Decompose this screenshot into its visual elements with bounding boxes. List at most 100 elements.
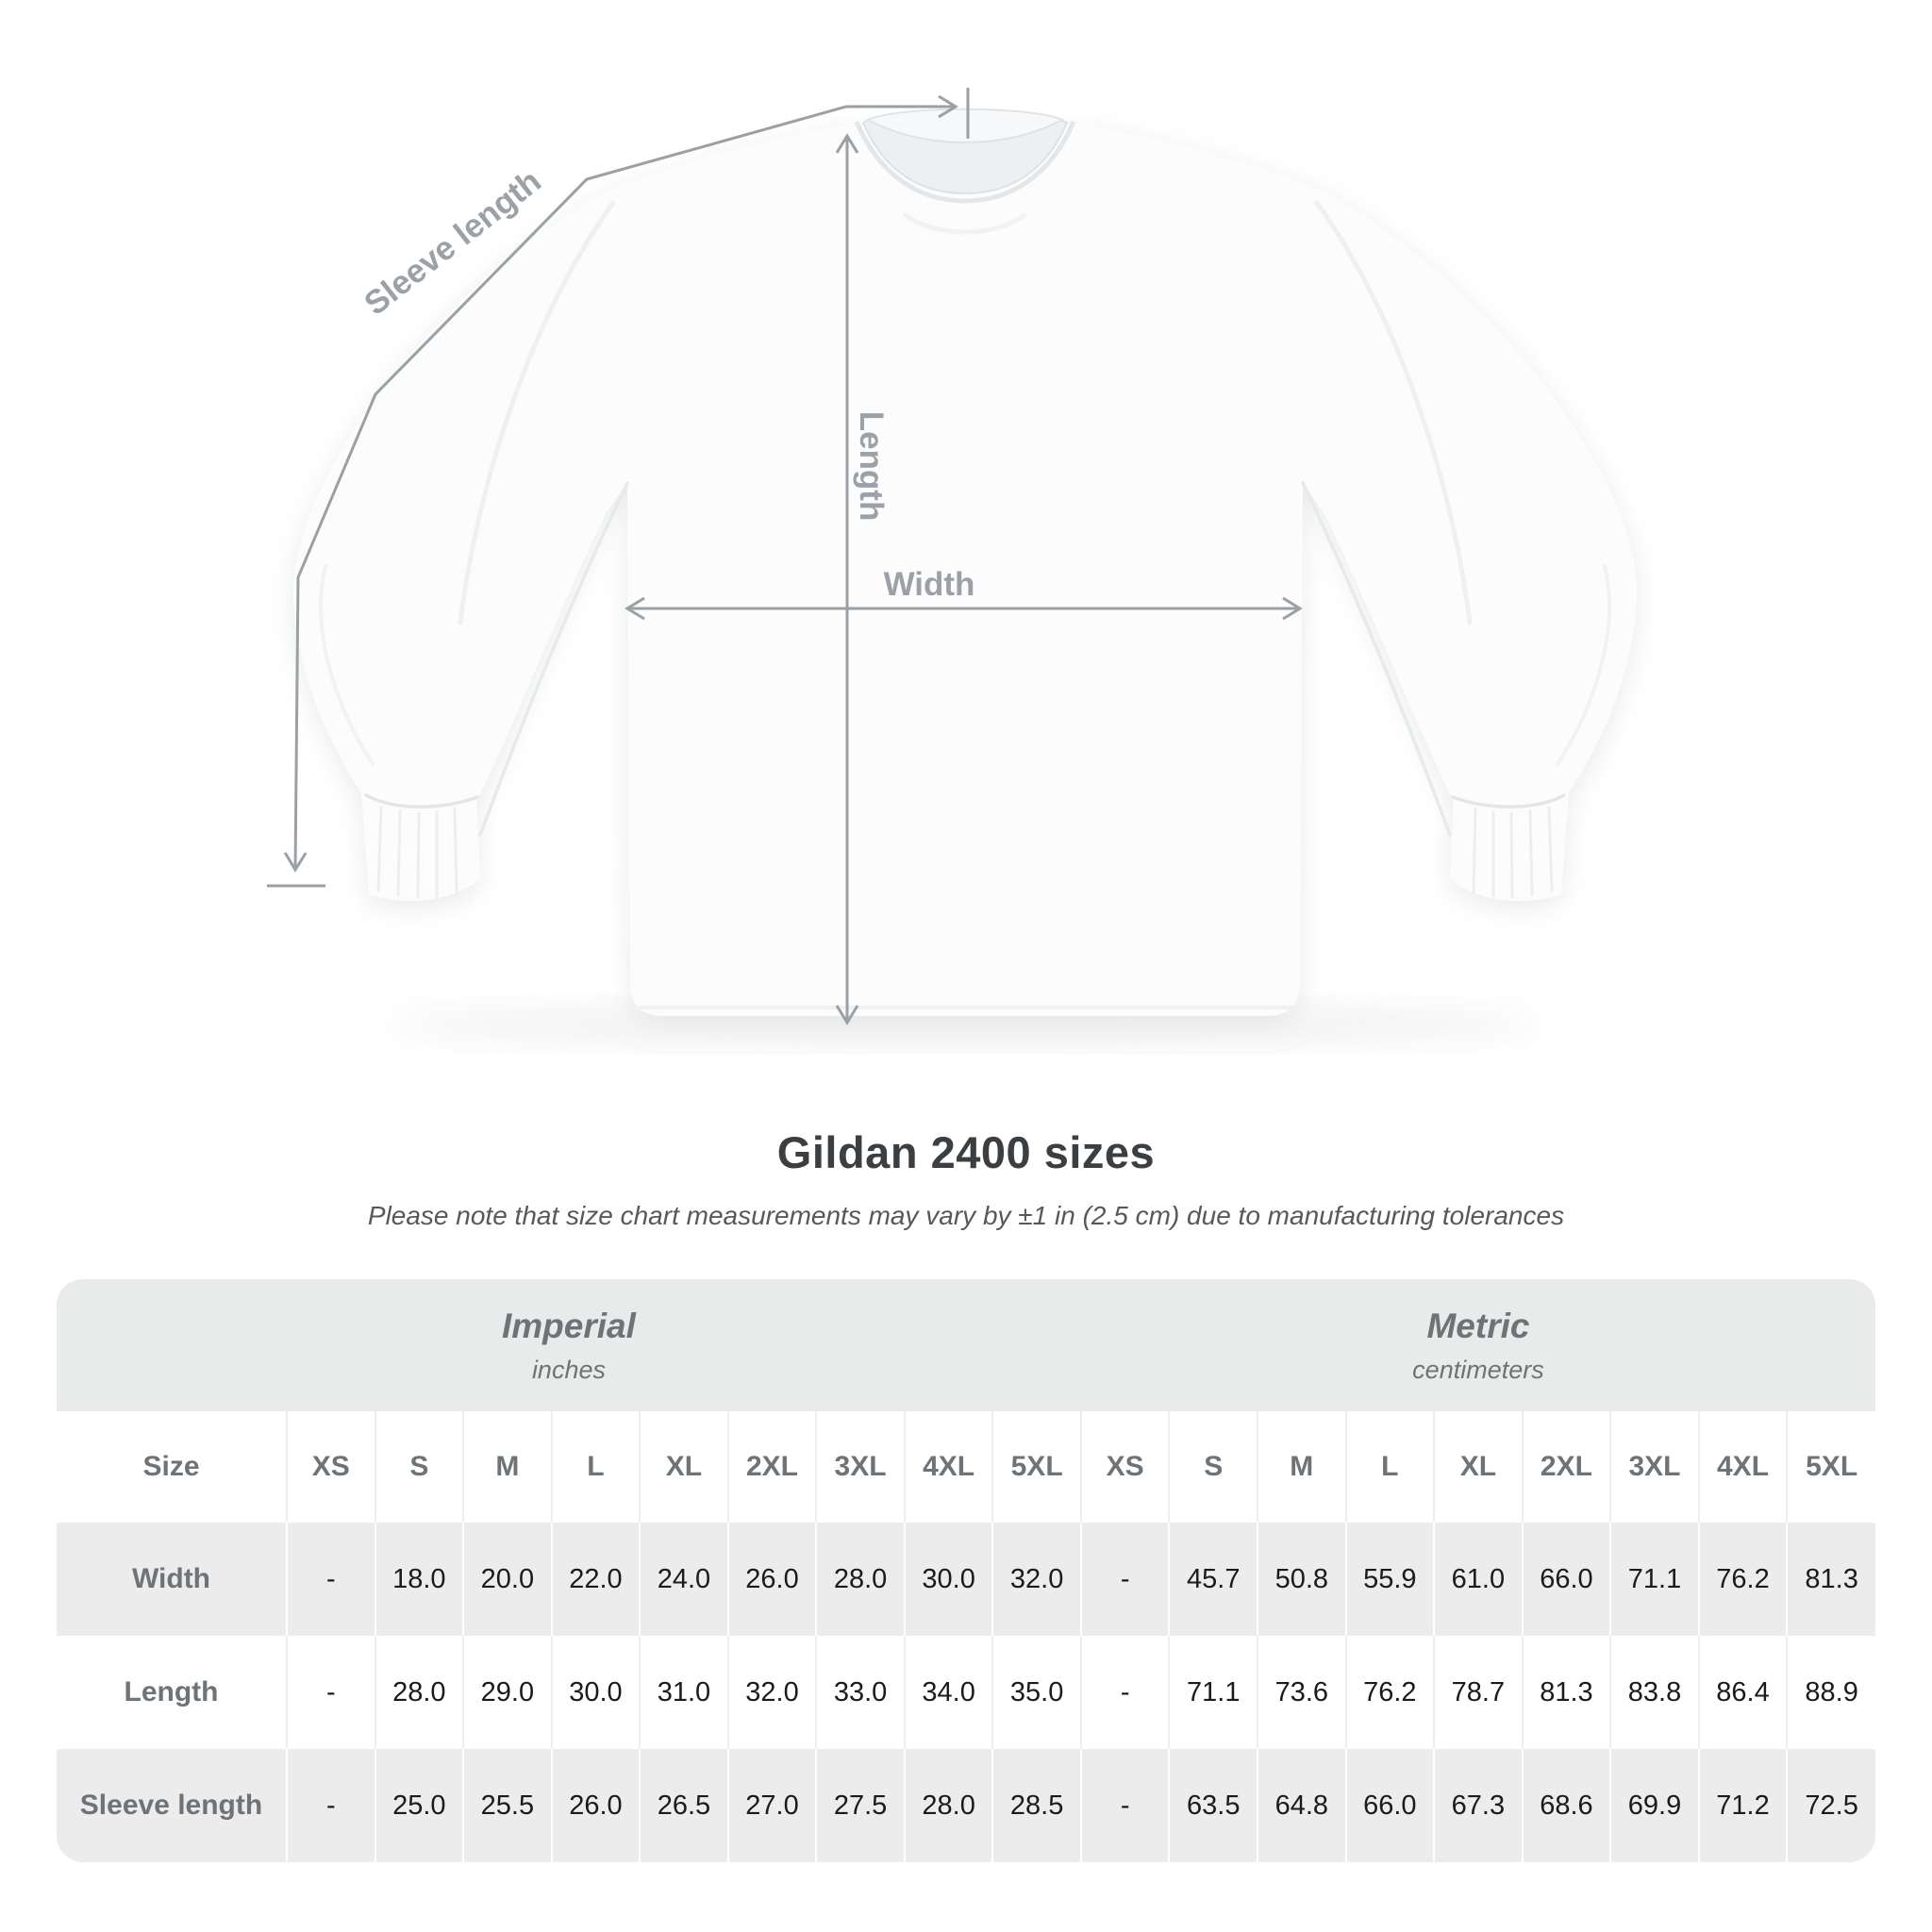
measurement-cell: 26.5 — [639, 1749, 728, 1862]
measurement-cell: 63.5 — [1168, 1749, 1258, 1862]
measurement-cell: 25.5 — [462, 1749, 552, 1862]
page-title: Gildan 2400 sizes — [776, 1127, 1156, 1177]
measurement-cell: 28.0 — [815, 1523, 905, 1636]
table-row-sleeve-length: Sleeve length - 25.0 25.5 26.0 26.5 27.0… — [57, 1749, 1875, 1862]
collar — [854, 108, 1076, 204]
measurement-cell: 27.5 — [815, 1749, 905, 1862]
size-col-header: 2XL — [1521, 1411, 1611, 1523]
measurement-cell: 33.0 — [815, 1636, 905, 1749]
size-col-header: L — [550, 1411, 641, 1523]
measurement-cell: 76.2 — [1344, 1636, 1435, 1749]
right-cuff — [1451, 793, 1566, 899]
measurement-cell: 18.0 — [374, 1523, 464, 1636]
size-table: Imperial inches Metric centimeters Size … — [57, 1279, 1875, 1862]
size-col-header: XL — [639, 1411, 728, 1523]
measurement-cell: 81.3 — [1521, 1636, 1611, 1749]
measurement-cell: 24.0 — [639, 1523, 728, 1636]
measurement-cell: - — [1079, 1523, 1170, 1636]
measurement-cell: 32.0 — [726, 1636, 817, 1749]
size-col-header: S — [374, 1411, 464, 1523]
measurement-cell: - — [286, 1749, 375, 1862]
size-col-header: 5XL — [1786, 1411, 1875, 1523]
shirt-graphic — [293, 108, 1637, 1016]
size-col-header: 5XL — [991, 1411, 1081, 1523]
row-label: Width — [57, 1523, 287, 1636]
imperial-group-name: Imperial — [502, 1306, 636, 1345]
measurement-cell: 83.8 — [1609, 1636, 1699, 1749]
measurement-cell: 76.2 — [1697, 1523, 1788, 1636]
measurement-cell: 86.4 — [1697, 1636, 1788, 1749]
measurement-cell: 50.8 — [1257, 1523, 1346, 1636]
imperial-group-unit: inches — [531, 1355, 606, 1384]
metric-group-unit: centimeters — [1412, 1355, 1544, 1384]
size-col-header: M — [462, 1411, 552, 1523]
measurement-cell: - — [1079, 1636, 1170, 1749]
measurement-cell: 66.0 — [1521, 1523, 1611, 1636]
measurement-cell: 81.3 — [1786, 1523, 1875, 1636]
measurement-cell: 30.0 — [550, 1636, 641, 1749]
measurement-cell: 55.9 — [1344, 1523, 1435, 1636]
size-col-header: 3XL — [815, 1411, 905, 1523]
measurement-cell: 32.0 — [991, 1523, 1081, 1636]
measurement-cell: 45.7 — [1168, 1523, 1258, 1636]
measurement-cell: 71.2 — [1697, 1749, 1788, 1862]
length-label: Length — [853, 411, 890, 522]
measurement-cell: 28.5 — [991, 1749, 1081, 1862]
measurement-cell: 27.0 — [726, 1749, 817, 1862]
measurement-cell: 71.1 — [1609, 1523, 1699, 1636]
size-col-header: 4XL — [1697, 1411, 1788, 1523]
measurement-cell: 22.0 — [550, 1523, 641, 1636]
measurement-cell: 69.9 — [1609, 1749, 1699, 1862]
measurement-cell: 20.0 — [462, 1523, 552, 1636]
measurement-cell: 73.6 — [1257, 1636, 1346, 1749]
size-col-header: S — [1168, 1411, 1258, 1523]
measurement-cell: 68.6 — [1521, 1749, 1611, 1862]
measurement-cell: 35.0 — [991, 1636, 1081, 1749]
shirt-silhouette — [293, 123, 1637, 1016]
size-col-header: 3XL — [1609, 1411, 1699, 1523]
shirt-measurement-diagram: Sleeve length Length Width — [267, 88, 1637, 1049]
size-col-header: M — [1257, 1411, 1346, 1523]
measurement-cell: 78.7 — [1433, 1636, 1523, 1749]
size-col-header: XL — [1433, 1411, 1523, 1523]
size-col-header: XS — [286, 1411, 375, 1523]
table-row-width: Width - 18.0 20.0 22.0 24.0 26.0 28.0 30… — [57, 1523, 1875, 1636]
measurement-cell: 61.0 — [1433, 1523, 1523, 1636]
shirt-diagram-svg: Sleeve length Length Width — [267, 88, 1637, 1049]
row-label: Length — [57, 1636, 287, 1749]
measurement-cell: 71.1 — [1168, 1636, 1258, 1749]
measurement-cell: 25.0 — [374, 1749, 464, 1862]
measurement-cell: 28.0 — [903, 1749, 993, 1862]
measurement-cell: 31.0 — [639, 1636, 728, 1749]
unit-group-row: Imperial inches Metric centimeters — [57, 1279, 1875, 1411]
measurement-cell: 66.0 — [1344, 1749, 1435, 1862]
metric-group-header: Metric centimeters — [1080, 1279, 1875, 1411]
metric-group-name: Metric — [1426, 1306, 1530, 1345]
size-col-header: 4XL — [903, 1411, 993, 1523]
table-row-length: Length - 28.0 29.0 30.0 31.0 32.0 33.0 3… — [57, 1636, 1875, 1749]
size-header: Size — [57, 1411, 287, 1523]
tolerance-note: Please note that size chart measurements… — [367, 1201, 1565, 1230]
imperial-group-header: Imperial inches — [57, 1279, 1081, 1411]
size-col-header: XS — [1079, 1411, 1170, 1523]
size-col-header: 2XL — [726, 1411, 817, 1523]
measurement-cell: 72.5 — [1786, 1749, 1875, 1862]
size-table-container: Imperial inches Metric centimeters Size … — [57, 1279, 1875, 1862]
measurement-cell: - — [286, 1636, 375, 1749]
sleeve-length-line — [283, 105, 847, 873]
measurement-cell: 26.0 — [726, 1523, 817, 1636]
measurement-cell: 28.0 — [374, 1636, 464, 1749]
dimension-lines — [267, 88, 1303, 1025]
measurement-cell: 64.8 — [1257, 1749, 1346, 1862]
left-cuff — [364, 793, 479, 899]
measurement-cell: 67.3 — [1433, 1749, 1523, 1862]
measurement-cell: - — [1079, 1749, 1170, 1862]
size-header-row: Size XS S M L XL 2XL 3XL 4XL 5XL XS S M … — [57, 1411, 1875, 1523]
size-col-header: L — [1344, 1411, 1435, 1523]
measurement-cell: 29.0 — [462, 1636, 552, 1749]
width-label: Width — [884, 566, 975, 603]
measurement-cell: 34.0 — [903, 1636, 993, 1749]
measurement-cell: 30.0 — [903, 1523, 993, 1636]
measurement-cell: - — [286, 1523, 375, 1636]
